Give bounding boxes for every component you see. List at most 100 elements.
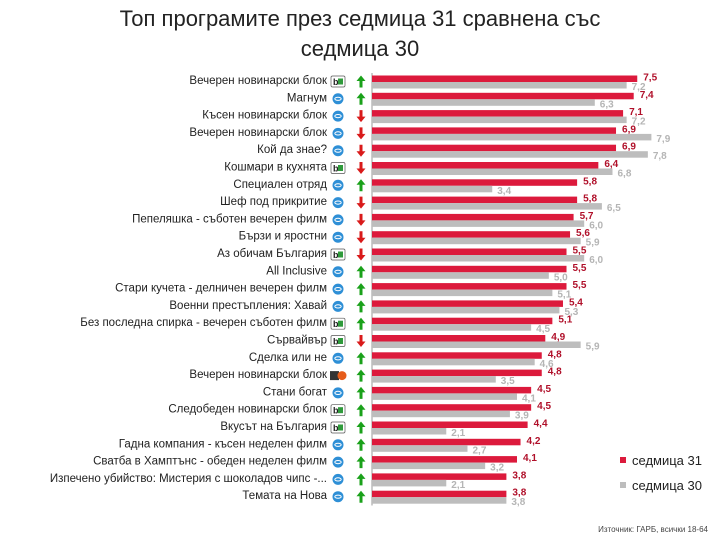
category-label: Сървайвър (267, 335, 327, 347)
trend-up-arrow-icon (356, 438, 366, 451)
value-label-previous-week: 6,3 (600, 99, 614, 110)
nova-logo-icon-detail (334, 494, 342, 499)
category-label: Вечерен новинарски блок (189, 75, 328, 87)
btv-logo-icon-mark (338, 424, 343, 431)
nova-logo-icon-detail (334, 442, 342, 447)
value-label-previous-week: 4,5 (536, 324, 550, 335)
category-row: Стари кучета - делничен вечерен филм 5,55… (115, 280, 587, 301)
value-label-previous-week: 5,9 (586, 238, 600, 249)
nova-logo-icon (332, 127, 344, 139)
category-label: Магнум (287, 92, 327, 104)
nova-logo-icon-detail (334, 200, 342, 205)
category-row: Гадна компания - късен неделен филм 4,2 2,… (119, 436, 541, 457)
category-row: Специален отряд 5,8 3,4 (233, 176, 597, 197)
bar-current-week (372, 231, 571, 238)
value-label-current-week: 6,9 (622, 142, 636, 153)
value-label-current-week: 4,1 (523, 453, 537, 464)
nova-logo-icon (332, 352, 344, 364)
category-row: Стани богат 4,54,1 (263, 384, 552, 405)
btv-logo-icon-letter: b (333, 319, 339, 329)
value-label-current-week: 7,1 (629, 107, 643, 118)
nova-logo-icon (332, 197, 344, 209)
nova-logo-icon-detail (334, 390, 342, 395)
value-label-previous-week: 3,9 (515, 411, 529, 422)
trend-up-arrow-icon (356, 317, 366, 330)
category-label: Късен новинарски блок (202, 110, 328, 122)
trend-up-arrow-icon (356, 300, 366, 313)
chart-title-line-1: Топ програмите през седмица 31 сравнена … (119, 6, 601, 31)
source-note: Източник: ГАРБ, всички 18-64 (598, 525, 708, 534)
nova-logo-icon (332, 110, 344, 122)
value-label-current-week: 6,4 (604, 159, 618, 170)
category-row: Аз обичам България b 5,56,0 (217, 246, 603, 267)
value-label-previous-week: 4,6 (540, 359, 554, 370)
btv-logo-icon-letter: b (333, 423, 339, 433)
legend-swatch-current-week (620, 457, 626, 463)
bar-previous-week (372, 99, 595, 106)
nova-logo-icon (332, 300, 344, 312)
nova-logo-icon-detail (334, 269, 342, 274)
category-row: Пепеляшка - съботен вечерен филм 5,76,0 (132, 211, 603, 232)
category-row: Темата на Нова 3,83,8 (242, 488, 526, 509)
btv-logo-icon-mark (338, 251, 343, 258)
value-label-current-week: 5,6 (576, 228, 590, 239)
legend-swatch-previous-week (620, 482, 626, 488)
category-label: All Inclusive (266, 265, 327, 277)
bar-previous-week (372, 497, 507, 504)
value-label-previous-week: 3,8 (511, 497, 525, 508)
bar-previous-week (372, 237, 581, 245)
nova-logo-icon (332, 456, 344, 468)
trend-down-arrow-icon (356, 231, 366, 244)
value-label-current-week: 5,4 (569, 297, 583, 308)
bar-current-week (372, 248, 567, 255)
bar-current-week (372, 317, 553, 325)
trend-down-arrow-icon (356, 248, 366, 261)
value-label-previous-week: 5,1 (557, 290, 571, 301)
nova-logo-icon (332, 473, 344, 485)
category-row: Късен новинарски блок 7,17,2 (202, 107, 646, 128)
category-label: Вкусът на България (220, 421, 327, 433)
bar-current-week (372, 438, 521, 446)
value-label-current-week: 5,5 (573, 246, 587, 257)
value-label-previous-week: 3,4 (497, 186, 511, 197)
btv-logo-icon-letter: b (333, 164, 339, 174)
value-label-current-week: 3,8 (512, 488, 526, 499)
nova-logo-icon-detail (334, 217, 342, 222)
bar-current-week (372, 110, 624, 117)
bar-current-week (372, 265, 567, 273)
bar-previous-week (372, 358, 535, 366)
value-label-previous-week: 6,0 (589, 220, 603, 231)
category-label: Стари кучета - делничен вечерен филм (115, 283, 327, 295)
value-label-previous-week: 2,7 (472, 445, 486, 456)
category-label: Темата на Нова (242, 490, 327, 502)
value-label-current-week: 3,8 (512, 470, 526, 481)
category-label: Без последна спирка - вечерен съботен фи… (80, 317, 327, 329)
chart-title: Топ програмите през седмица 31 сравнена … (0, 4, 720, 64)
bar-previous-week (372, 445, 468, 452)
trend-up-arrow-icon (356, 265, 366, 278)
category-label: Изпечено убийство: Мистерия с шоколадов … (50, 473, 327, 485)
bar-current-week (372, 300, 563, 307)
btv-logo-icon-letter: b (333, 250, 339, 260)
bar-current-week (372, 144, 617, 152)
value-label-previous-week: 7,9 (656, 134, 670, 145)
trend-up-arrow-icon (356, 92, 366, 105)
trend-up-arrow-icon (356, 75, 366, 88)
category-label: Гадна компания - късен неделен филм (119, 438, 327, 450)
category-row: Вкусът на България b 4,4 2,1 (220, 419, 548, 440)
nova-logo-icon (332, 266, 344, 278)
nova-logo-icon-detail (334, 356, 342, 361)
category-row: Без последна спирка - вечерен съботен фи… (80, 315, 572, 336)
nova-logo-icon (332, 387, 344, 399)
nova-logo-icon-detail (334, 460, 342, 465)
category-row: Изпечено убийство: Мистерия с шоколадов … (50, 470, 527, 491)
legend-label-current-week: седмица 31 (632, 453, 702, 468)
value-label-previous-week: 4,1 (522, 393, 536, 404)
value-label-current-week: 4,8 (548, 367, 562, 378)
bar-current-week (372, 352, 542, 359)
value-label-previous-week: 3,5 (501, 376, 515, 387)
bar-previous-week (372, 341, 581, 348)
value-label-current-week: 7,5 (643, 73, 657, 84)
legend-label-previous-week: седмица 30 (632, 478, 702, 493)
